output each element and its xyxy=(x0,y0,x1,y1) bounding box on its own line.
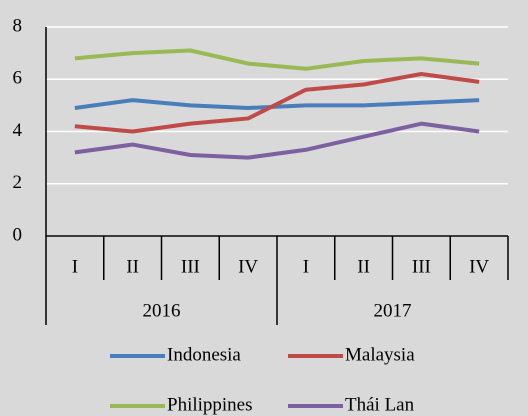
x-tick-label: II xyxy=(357,256,370,277)
y-tick-label: 8 xyxy=(13,15,23,36)
series-line xyxy=(74,98,480,110)
legend-label: Indonesia xyxy=(167,344,241,365)
legend-label: Thái Lan xyxy=(345,394,415,415)
x-tick-label: III xyxy=(181,256,200,277)
legend-label: Malaysia xyxy=(345,344,415,365)
y-tick-label: 2 xyxy=(13,172,23,193)
series-line xyxy=(74,48,480,71)
series-line xyxy=(74,72,480,134)
x-tick-label: I xyxy=(72,256,78,277)
x-tick-label: II xyxy=(126,256,139,277)
x-tick-label: IV xyxy=(469,256,489,277)
y-tick-label: 4 xyxy=(13,120,23,141)
group-label: 2016 xyxy=(143,300,181,321)
x-tick-label: III xyxy=(412,256,431,277)
x-tick-label: IV xyxy=(238,256,258,277)
legend-label: Philippines xyxy=(167,394,253,415)
y-tick-label: 6 xyxy=(13,68,23,89)
series-line xyxy=(74,121,480,160)
x-tick-label: I xyxy=(303,256,309,277)
y-tick-label: 0 xyxy=(13,224,23,245)
group-label: 2017 xyxy=(374,300,412,321)
